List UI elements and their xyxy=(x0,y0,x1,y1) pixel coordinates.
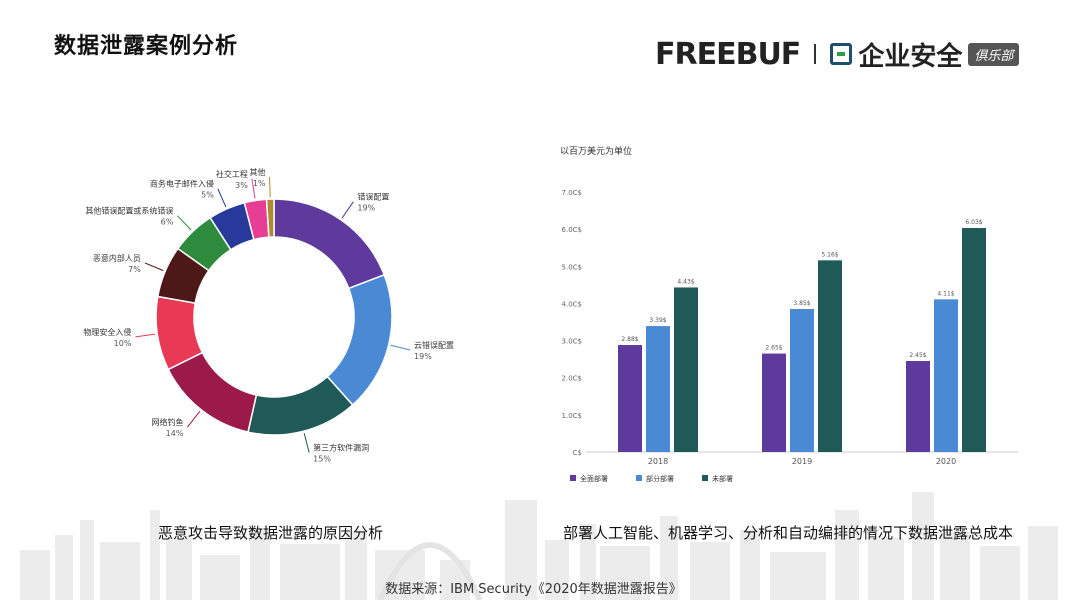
donut-slice xyxy=(326,273,393,407)
donut-slice-label: 其他错误配置或系统错误 xyxy=(85,206,173,216)
legend-swatch xyxy=(570,475,576,481)
bar-value-label: 3.39$ xyxy=(649,317,666,324)
bar-value-label: 4.11$ xyxy=(937,290,954,297)
right-chart-caption: 部署人工智能、机器学习、分析和自动编排的情况下数据泄露总成本 xyxy=(563,524,1014,542)
bar xyxy=(674,287,698,452)
enterprise-security-logo: 企业安全 xyxy=(830,36,962,73)
donut-slice-value: 1% xyxy=(253,179,266,188)
y-tick-label: 3.0C$ xyxy=(562,338,582,346)
page-title: 数据泄露案例分析 xyxy=(54,34,239,59)
donut-slice-value: 15% xyxy=(313,455,331,464)
donut-slice-label: 恶意内部人员 xyxy=(93,253,141,263)
bar-value-label: 2.88$ xyxy=(621,336,638,343)
donut-leader-line xyxy=(341,201,354,219)
donut-leader-line xyxy=(303,433,310,453)
bar xyxy=(906,361,930,452)
bar xyxy=(790,309,814,452)
donut-slice-value: 19% xyxy=(357,204,375,213)
legend-swatch xyxy=(636,475,642,481)
data-source: 数据来源：IBM Security《2020年数据泄露报告》 xyxy=(385,582,682,597)
bar xyxy=(646,326,670,452)
donut-slice-value: 3% xyxy=(235,181,248,190)
bar-value-label: 3.85$ xyxy=(793,300,810,307)
donut-slice-label: 商务电子邮件入侵 xyxy=(150,179,214,189)
bar xyxy=(618,345,642,452)
donut-slice-label: 错误配置 xyxy=(357,192,389,202)
donut-chart: 错误配置 19% 云错误配置 19% 第三方软件漏洞 15% 网络钓鱼 14% 物理安全入侵 10… xyxy=(83,167,454,464)
legend-label: 部分部署 xyxy=(646,474,674,483)
bar-value-label: 2.45$ xyxy=(909,352,926,359)
donut-leader-line xyxy=(135,333,156,338)
y-tick-label: 6.0C$ xyxy=(562,226,582,234)
legend-label: 未部署 xyxy=(712,474,733,483)
y-tick-label: 2.0C$ xyxy=(562,375,582,383)
x-tick-label: 2020 xyxy=(936,457,956,466)
bar-value-label: 6.03$ xyxy=(965,219,982,226)
donut-slice-label: 其他 xyxy=(250,167,266,177)
y-tick-label: 7.0C$ xyxy=(562,189,582,197)
donut-slice-label: 社交工程 xyxy=(216,169,248,179)
logo-divider xyxy=(814,44,817,64)
bar-value-label: 2.65$ xyxy=(765,345,782,352)
y-tick-label: C$ xyxy=(573,449,582,457)
donut-slice xyxy=(265,198,275,238)
freebuf-logo: FREEBUF xyxy=(655,36,801,72)
donut-leader-line xyxy=(390,344,411,351)
donut-slice-value: 10% xyxy=(114,339,132,348)
donut-slice-label: 网络钓鱼 xyxy=(151,417,183,427)
donut-slice-value: 14% xyxy=(166,429,184,438)
bar xyxy=(934,299,958,452)
x-tick-label: 2019 xyxy=(792,457,812,466)
donut-leader-line xyxy=(144,262,164,272)
bar xyxy=(818,260,842,452)
legend-label: 全面部署 xyxy=(580,474,608,483)
bar-value-label: 5.16$ xyxy=(821,251,838,258)
donut-slice-value: 7% xyxy=(128,265,141,274)
donut-slice-value: 19% xyxy=(414,352,432,361)
logo: FREEBUF 企业安全 俱乐部 xyxy=(655,36,1020,73)
donut-leader-line xyxy=(187,411,201,428)
donut-leader-line xyxy=(177,215,192,231)
legend-swatch xyxy=(702,475,708,481)
donut-leader-line xyxy=(269,177,271,198)
donut-slice-label: 第三方软件漏洞 xyxy=(313,443,369,453)
donut-slice-value: 5% xyxy=(201,191,214,200)
y-tick-label: 4.0C$ xyxy=(562,300,582,308)
city-skyline xyxy=(20,492,1058,600)
donut-leader-line xyxy=(217,188,227,208)
bar xyxy=(762,353,786,452)
x-tick-label: 2018 xyxy=(648,457,668,466)
y-tick-label: 5.0C$ xyxy=(562,263,582,271)
donut-slice-label: 云错误配置 xyxy=(414,340,454,350)
bar-value-label: 4.43$ xyxy=(677,278,694,285)
left-chart-caption: 恶意攻击导致数据泄露的原因分析 xyxy=(158,524,384,542)
club-badge: 俱乐部 xyxy=(968,42,1020,66)
donut-leader-line xyxy=(251,178,256,199)
brand-mark-icon xyxy=(830,43,853,65)
bar xyxy=(962,228,986,452)
chart-unit-label: 以百万美元为单位 xyxy=(560,145,632,157)
bar-chart: 以百万美元为单位 C$ 1.0C$ 2.0C$ 3.0C$ 4.0C$ 5.0C$ 6.0C$… xyxy=(560,145,1018,483)
donut-slice-label: 物理安全入侵 xyxy=(83,327,131,337)
donut-slice-value: 6% xyxy=(161,218,174,227)
y-tick-label: 1.0C$ xyxy=(562,412,582,420)
